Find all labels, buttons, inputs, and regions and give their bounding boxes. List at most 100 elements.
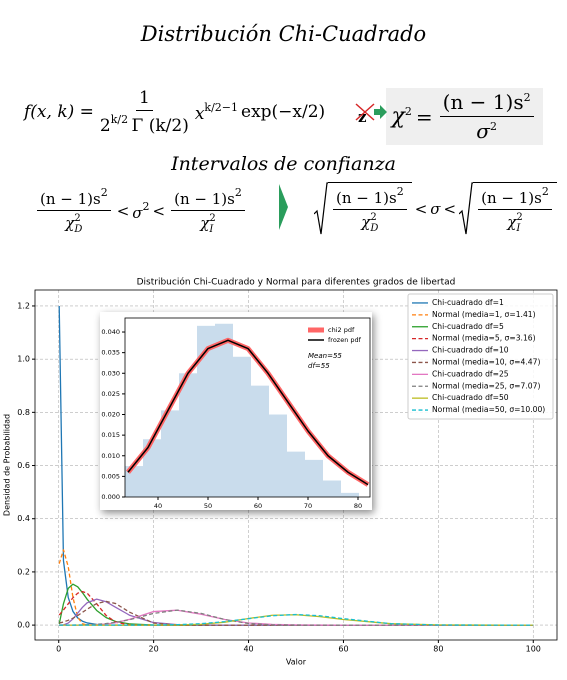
formula-text: 2 (541, 185, 549, 198)
fraction: (n − 1)s2 σ2 (439, 90, 534, 143)
formula-text: (n − 1)s (174, 190, 235, 208)
histogram-bar (269, 414, 287, 497)
formula-text: 2 (142, 199, 150, 213)
radical (459, 182, 474, 235)
plot-area (58, 305, 534, 626)
formula-part: (n − 1)s2 (171, 186, 245, 211)
formula-part: (n − 1)s2 χ 2 D (333, 185, 407, 234)
axes-frame (34, 289, 558, 641)
formula-part: (n − 1)s2 χ 2 I (459, 182, 557, 236)
formula-text: 2 (489, 120, 497, 133)
formula-text: < (443, 200, 457, 218)
formula-text: < (414, 200, 428, 218)
legend: chi2 pdf frozen pdf (308, 326, 362, 344)
formula-text: x (194, 103, 205, 124)
series-line (59, 613, 534, 626)
y-tick-label: 0.005 (101, 472, 120, 480)
legend-box (407, 293, 554, 420)
density-formula: f(x, k) = 1 2k/2 Γ (k/2) xk/2−1 exp(−x/2… (24, 88, 325, 136)
legend: Chi-cuadrado df=1 Normal (media=1, σ=1.41… (407, 293, 554, 420)
formula-text: (n − 1)s (442, 90, 524, 114)
legend-label: Chi-cuadrado df=50 (432, 393, 509, 402)
formula-text: 2 (516, 212, 523, 223)
formula-part: (n − 1)s2 (333, 185, 407, 210)
legend-label: frozen pdf (328, 336, 362, 344)
formula-text: 2 (209, 213, 216, 224)
y-tick-label: 0.8 (17, 408, 30, 417)
histogram-bar (341, 492, 359, 497)
formula-part: (n − 1)s2 (37, 186, 111, 211)
formula-text: 2 (99, 116, 111, 136)
y-tick-label: 1.2 (17, 301, 30, 310)
series-line (59, 609, 534, 626)
formula-text: 2 (234, 186, 242, 199)
denominator: σ2 (476, 117, 497, 143)
legend-label: Chi-cuadrado df=5 (432, 322, 504, 331)
formula-text: σ (476, 119, 490, 143)
y-tick-label: 0.4 (17, 514, 30, 523)
x-tick-label: 20 (149, 645, 159, 654)
annotation: Mean=55 (308, 352, 342, 360)
formula-text: χ (65, 214, 75, 232)
y-tick-label: 0.000 (101, 493, 120, 501)
formula-text: Γ (k/2) (131, 116, 189, 136)
formula-part: (n − 1)s2 χ 2 I (171, 186, 245, 235)
formula-text: k/2 (110, 113, 129, 126)
numerator: (n − 1)s2 (439, 90, 534, 117)
series-line (58, 549, 534, 626)
formula-text: 2 (396, 185, 404, 198)
x-tick-label: 40 (243, 645, 253, 654)
formula-text: χ (391, 104, 405, 129)
y-tick-label: 0.030 (101, 369, 120, 377)
formula-text: z (358, 107, 367, 126)
formula-part (355, 103, 375, 121)
formula-text: 1 (135, 88, 153, 111)
legend-label: Normal (media=5, σ=3.16) (432, 334, 536, 343)
series-line (58, 590, 534, 626)
factor: xk/2−1 (195, 101, 238, 124)
axes-frame (124, 317, 371, 498)
transform-formula: z χ2 = (n − 1)s2 σ2 (355, 88, 543, 145)
y-tick-label: 0.010 (101, 452, 120, 460)
histogram-bar (215, 323, 233, 497)
formula-text: 2 (74, 213, 81, 224)
legend-label: Chi-cuadrado df=10 (432, 346, 509, 355)
histogram-bar (179, 373, 197, 497)
x-tick-label: 60 (338, 645, 348, 654)
x-tick-label: 100 (526, 645, 541, 654)
y-tick-label: 1.0 (17, 355, 30, 364)
formula-text: χ (200, 214, 210, 232)
formula-text: < (152, 201, 166, 220)
y-tick-label: 0.0 (17, 621, 30, 630)
histogram-bar (287, 451, 305, 497)
y-tick-label: 0.2 (17, 567, 30, 576)
y-tick-label: 0.020 (101, 411, 120, 419)
page-title: Distribución Chi-Cuadrado (140, 22, 427, 46)
x-tick-label: 50 (204, 502, 212, 510)
formula-part: σ2 (132, 200, 149, 222)
y-tick-label: 0.035 (101, 349, 120, 357)
arrow-icon (279, 184, 288, 230)
formula-part: (n − 1)s2 χ 2 D (314, 182, 412, 236)
formula-part (459, 182, 474, 235)
formula-text: 2 (523, 91, 531, 104)
y-tick-label: 0.015 (101, 431, 120, 439)
formula-part: (n − 1)s2 χ 2 D (37, 186, 111, 235)
series-line (59, 600, 534, 626)
x-tick-label: 60 (254, 502, 262, 510)
histogram-bar (161, 410, 179, 497)
formula-text: χ (361, 213, 371, 231)
x-tick-label: 80 (433, 645, 443, 654)
formula-part: (n − 1)s2 (478, 185, 552, 210)
formula-text: I (516, 223, 521, 234)
formula-text: exp(−x/2) (241, 102, 326, 122)
legend-label: Normal (media=1, σ=1.41) (432, 310, 536, 319)
inset-chart: 0.000 0.005 0.010 0.015 0.020 0.025 0.030 0.035… (100, 312, 372, 510)
